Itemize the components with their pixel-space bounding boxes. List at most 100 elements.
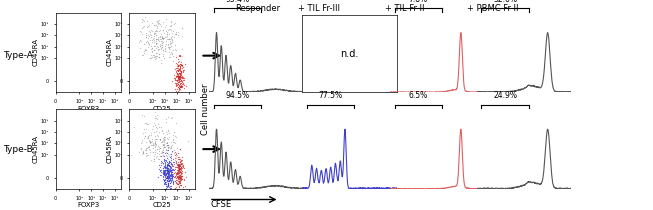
Point <box>163 173 173 176</box>
Point <box>139 128 150 131</box>
Point <box>174 76 184 79</box>
Point <box>174 54 185 57</box>
Point <box>158 49 168 52</box>
Point <box>167 151 178 154</box>
Point <box>165 168 176 172</box>
Point <box>136 147 146 150</box>
Point <box>170 185 181 189</box>
Point <box>179 78 189 82</box>
Point <box>161 42 171 46</box>
Point <box>160 176 170 179</box>
Point <box>155 47 166 50</box>
Point <box>157 161 167 164</box>
Point <box>176 173 186 176</box>
Point <box>149 48 159 52</box>
Point <box>166 51 176 54</box>
Point <box>165 192 175 196</box>
Point <box>174 164 184 167</box>
Point <box>160 172 170 175</box>
Point <box>159 172 169 175</box>
Point <box>147 29 157 33</box>
Point <box>138 53 148 57</box>
Point <box>175 176 185 179</box>
Point <box>167 37 178 40</box>
Point <box>162 157 172 160</box>
Point <box>164 175 174 178</box>
Point <box>176 168 186 172</box>
Point <box>174 83 184 87</box>
Point <box>150 42 161 45</box>
Point <box>168 162 179 165</box>
Point <box>177 63 187 66</box>
Point <box>137 151 148 155</box>
Point <box>167 173 177 176</box>
Point <box>166 41 176 44</box>
Point <box>162 37 172 41</box>
Point <box>170 165 180 169</box>
Point <box>143 36 153 39</box>
Point <box>158 41 168 44</box>
Point <box>143 154 153 157</box>
Point <box>179 76 189 79</box>
Point <box>161 188 171 191</box>
Point <box>157 154 168 157</box>
Point <box>176 72 186 75</box>
Point <box>174 163 184 167</box>
Point <box>176 85 186 89</box>
Point <box>162 164 172 167</box>
Point <box>152 19 163 23</box>
Point <box>174 168 184 171</box>
Text: n.d.: n.d. <box>340 49 359 59</box>
Point <box>163 164 174 167</box>
Point <box>177 76 187 80</box>
Point <box>174 179 184 182</box>
Point <box>176 158 187 161</box>
Point <box>172 72 183 76</box>
Point <box>161 149 171 152</box>
Point <box>173 182 183 185</box>
Point <box>172 174 182 177</box>
Point <box>177 167 187 170</box>
Point <box>164 194 174 197</box>
Point <box>173 80 183 84</box>
Point <box>167 134 178 137</box>
Point <box>174 190 184 194</box>
Point <box>174 175 184 178</box>
Point <box>165 40 175 43</box>
Point <box>163 169 174 172</box>
Point <box>165 181 176 185</box>
X-axis label: CD25: CD25 <box>153 106 171 112</box>
Point <box>168 29 178 32</box>
Point <box>154 52 165 55</box>
Point <box>164 175 174 178</box>
Point <box>176 91 186 94</box>
Point <box>160 171 170 174</box>
Point <box>172 171 183 175</box>
Point <box>176 80 187 83</box>
Point <box>150 142 160 146</box>
Point <box>168 151 179 155</box>
Point <box>149 23 159 26</box>
Point <box>165 192 176 196</box>
Point <box>172 78 183 81</box>
Point <box>165 161 176 164</box>
Point <box>157 169 168 173</box>
Point <box>146 140 157 144</box>
Point <box>174 78 184 81</box>
Point <box>149 157 159 161</box>
Point <box>139 49 150 52</box>
Point <box>174 75 184 78</box>
Point <box>174 76 184 80</box>
Point <box>174 169 185 172</box>
Point <box>176 177 186 180</box>
Point <box>170 47 180 50</box>
Point <box>142 33 153 37</box>
Point <box>155 146 165 149</box>
Point <box>159 179 169 182</box>
Point <box>174 88 184 92</box>
Point <box>172 174 183 178</box>
Point <box>157 39 167 43</box>
X-axis label: FOXP3: FOXP3 <box>77 106 99 112</box>
Point <box>176 84 187 87</box>
Text: Responder: Responder <box>235 4 281 13</box>
